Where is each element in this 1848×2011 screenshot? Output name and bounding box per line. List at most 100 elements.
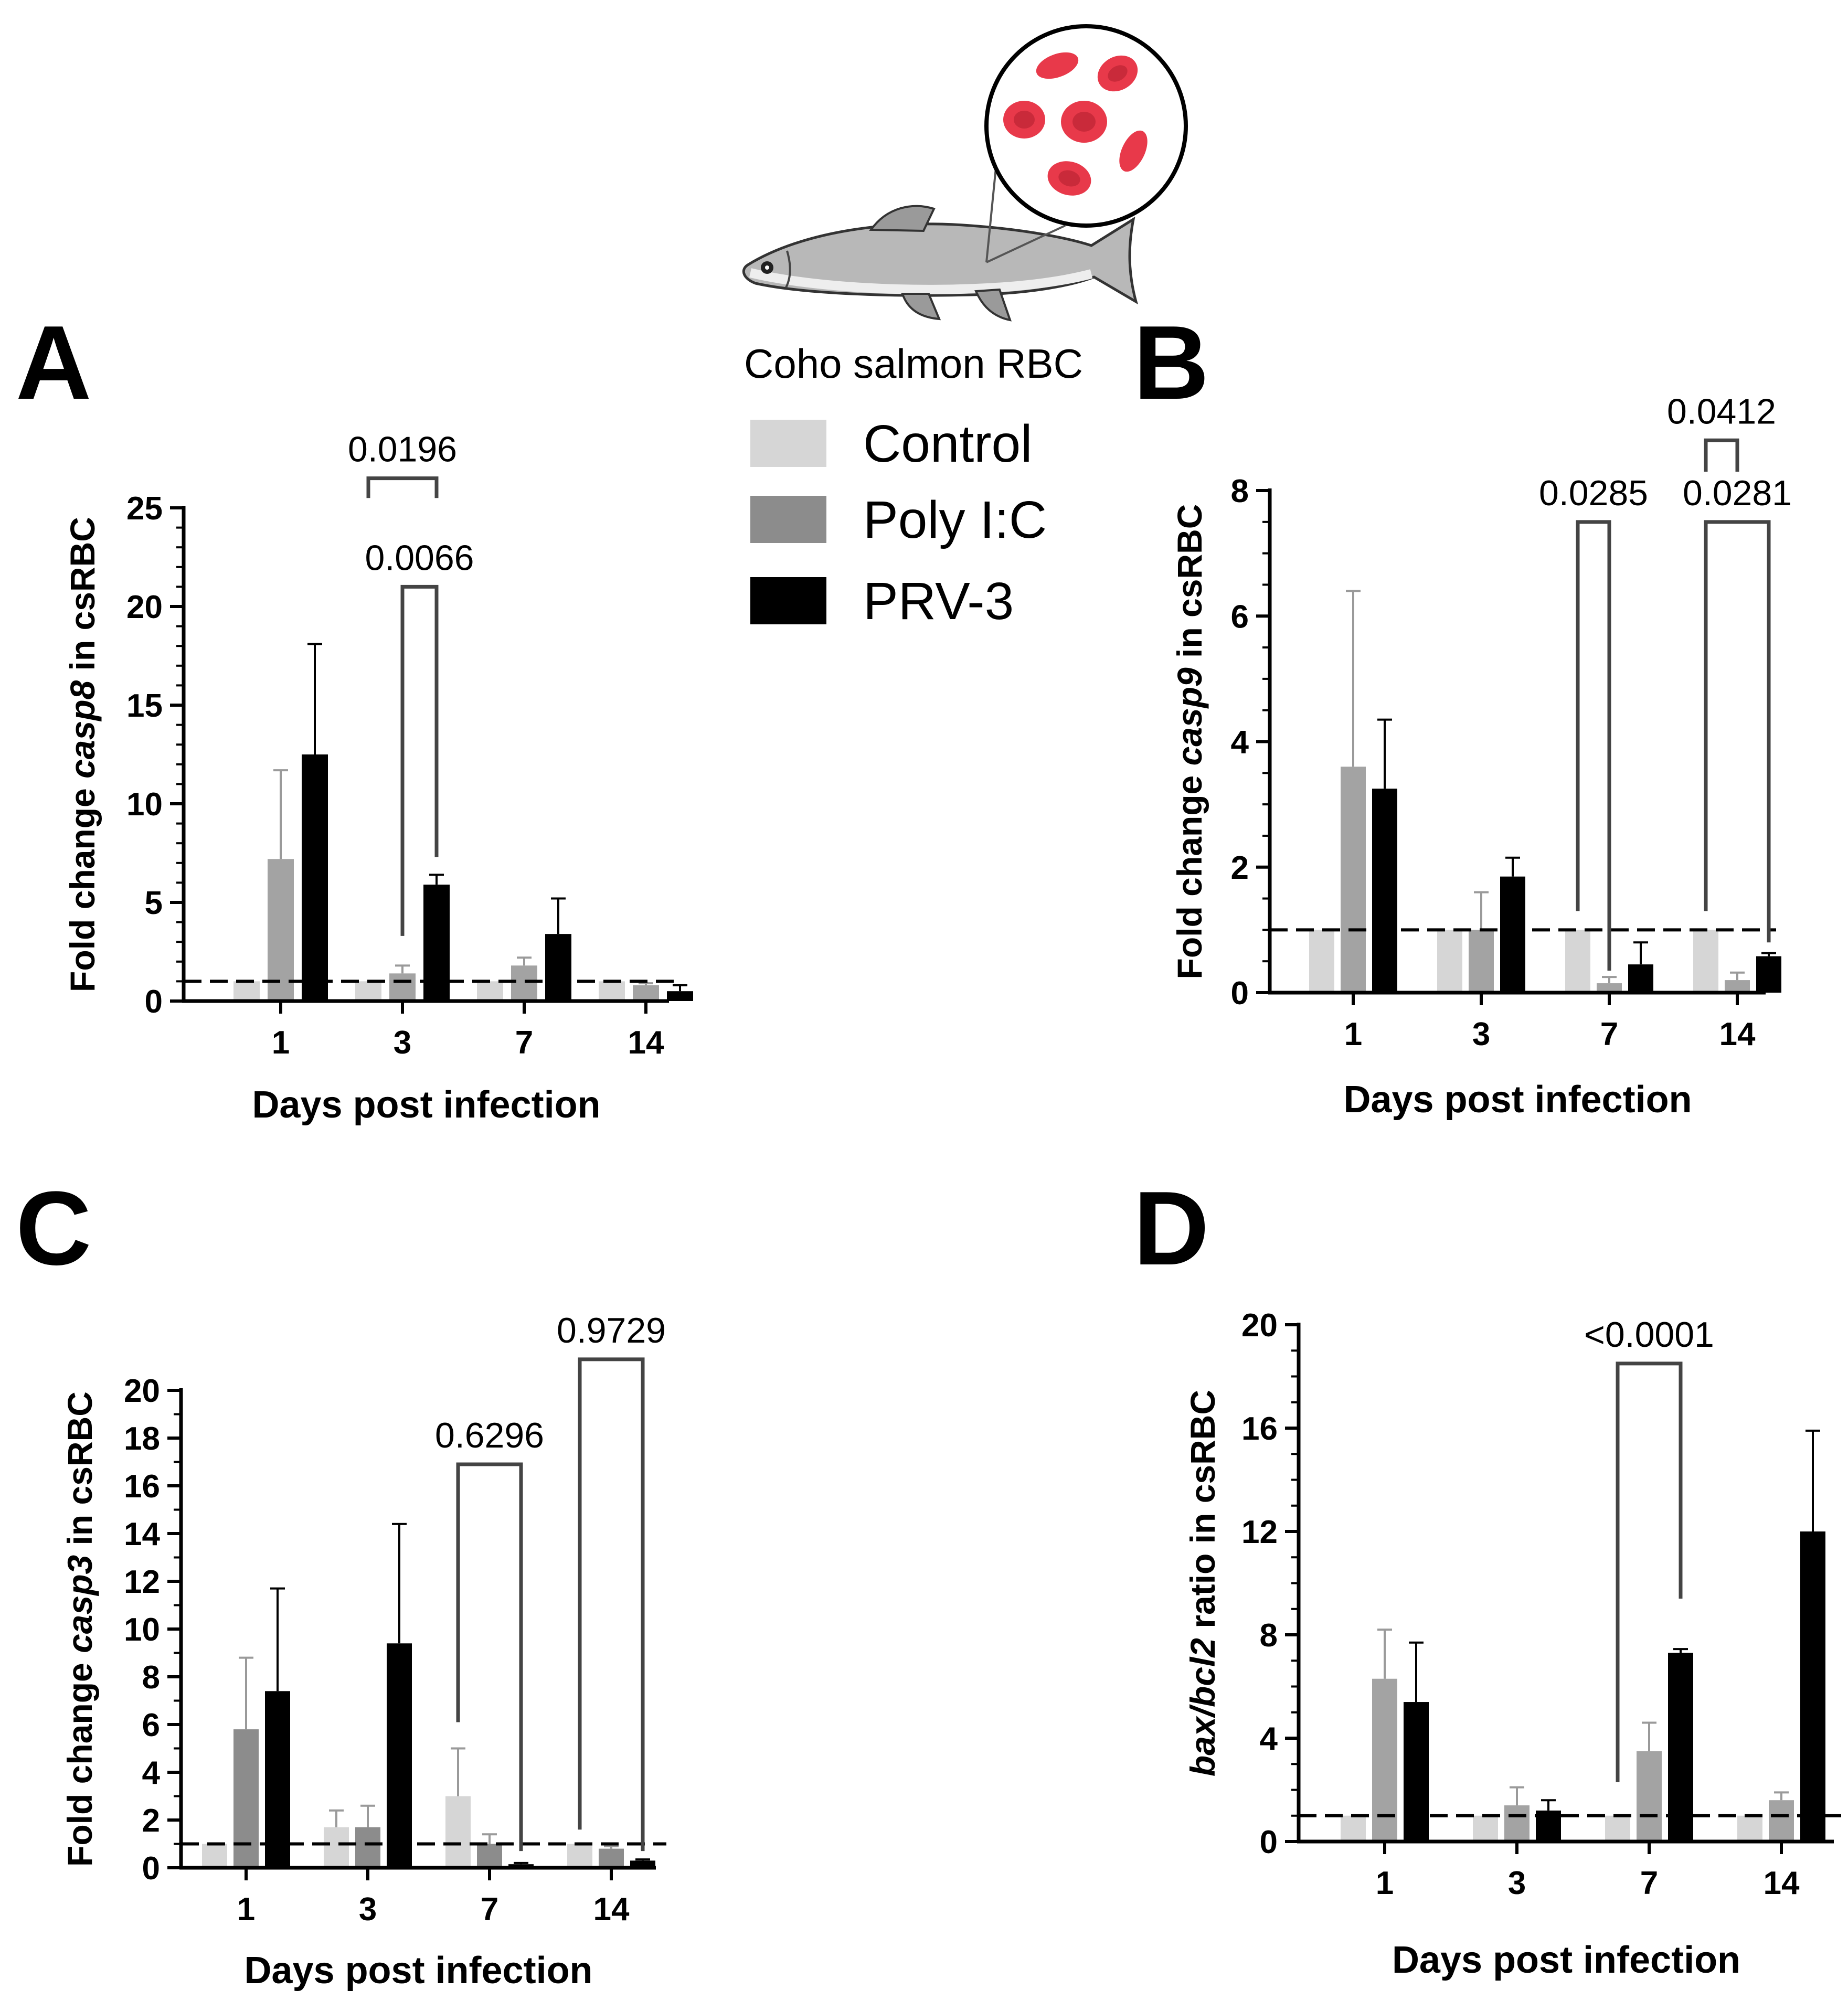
significance-bracket xyxy=(578,1357,645,1852)
panel-letter: B xyxy=(1133,304,1209,421)
bar xyxy=(1597,983,1622,993)
y-tick-label: 0 xyxy=(142,1850,160,1887)
y-tick-label: 16 xyxy=(1241,1411,1278,1447)
rbc-magnifier-icon xyxy=(984,24,1188,228)
gene-name: casp8 xyxy=(63,680,102,778)
panel-letter: C xyxy=(16,1170,91,1287)
bar xyxy=(667,991,693,1001)
bar xyxy=(1309,930,1334,993)
y-axis-label: Fold change casp9 in csRBC xyxy=(1170,504,1209,980)
bar xyxy=(1668,1653,1693,1842)
x-tick-label: 3 xyxy=(1508,1865,1526,1901)
bar xyxy=(599,981,625,1001)
y-label-part: Fold change xyxy=(1170,765,1209,979)
bar xyxy=(1341,1815,1366,1842)
p-value-label: <0.0001 xyxy=(1584,1315,1714,1355)
y-tick-label: 25 xyxy=(126,491,163,527)
x-tick-label: 1 xyxy=(237,1891,255,1928)
bar xyxy=(567,1844,592,1868)
bar xyxy=(1341,767,1366,993)
x-tick-label: 7 xyxy=(1600,1016,1618,1052)
significance-bracket xyxy=(366,476,439,498)
significance-bracket xyxy=(1704,438,1739,472)
gene-name: casp9 xyxy=(1170,667,1209,765)
x-tick-label: 3 xyxy=(1472,1016,1490,1052)
y-tick-label: 4 xyxy=(142,1755,161,1791)
y-tick-label: 15 xyxy=(126,688,163,724)
legend-swatch-prv3 xyxy=(750,577,826,624)
p-value-label: 0.9729 xyxy=(557,1311,666,1350)
bar xyxy=(445,1796,471,1868)
bar xyxy=(1725,980,1750,993)
y-tick-label: 0 xyxy=(145,984,163,1020)
y-tick-label: 10 xyxy=(124,1612,160,1648)
x-tick-label: 14 xyxy=(1719,1016,1756,1052)
bar xyxy=(545,934,571,1001)
x-tick-label: 14 xyxy=(1764,1865,1800,1901)
bar xyxy=(511,965,537,1001)
y-tick-label: 10 xyxy=(126,786,163,823)
bar xyxy=(1605,1815,1630,1842)
p-value-label: 0.0412 xyxy=(1667,391,1776,431)
y-label-part: ratio in csRBC xyxy=(1183,1390,1222,1638)
y-tick-label: 20 xyxy=(124,1373,160,1409)
y-tick-label: 4 xyxy=(1231,725,1249,761)
bar xyxy=(1628,964,1653,993)
panel-letter: A xyxy=(16,304,91,421)
significance-bracket xyxy=(1576,520,1611,971)
x-axis-label: Days post infection xyxy=(244,1950,592,1992)
illustration xyxy=(742,24,1188,322)
y-tick-label: 5 xyxy=(145,885,163,921)
bar xyxy=(633,985,659,1001)
bar xyxy=(1565,930,1590,993)
legend-label-prv3: PRV-3 xyxy=(863,572,1014,631)
significance-bracket xyxy=(1616,1361,1683,1782)
y-axis-label: Fold change casp3 in csRBC xyxy=(60,1391,99,1867)
panel-letter: D xyxy=(1133,1170,1209,1287)
legend-title: Coho salmon RBC xyxy=(744,341,1083,387)
bar xyxy=(1372,789,1397,993)
y-tick-label: 2 xyxy=(142,1803,160,1839)
y-label-part: Fold change xyxy=(60,1653,99,1867)
x-tick-label: 14 xyxy=(628,1025,664,1061)
x-tick-label: 1 xyxy=(1344,1016,1362,1052)
x-axis-label: Days post infection xyxy=(252,1084,600,1126)
bar xyxy=(1404,1702,1429,1842)
y-tick-label: 20 xyxy=(126,589,163,625)
bar xyxy=(1769,1800,1794,1842)
x-tick-label: 3 xyxy=(359,1891,377,1928)
gene-name: casp3 xyxy=(60,1555,99,1653)
bar xyxy=(477,1844,502,1868)
p-value-label: 0.6296 xyxy=(435,1416,544,1455)
bar xyxy=(1437,930,1462,993)
x-tick-label: 1 xyxy=(272,1025,290,1061)
bar xyxy=(355,981,381,1001)
y-tick-label: 8 xyxy=(142,1659,160,1696)
y-tick-label: 4 xyxy=(1260,1721,1278,1757)
y-tick-label: 0 xyxy=(1260,1824,1278,1860)
y-tick-label: 14 xyxy=(124,1516,160,1552)
y-axis-label: Fold change casp8 in csRBC xyxy=(63,517,102,992)
bar xyxy=(302,754,328,1001)
rbc-cells xyxy=(1003,52,1148,196)
x-tick-label: 7 xyxy=(481,1891,498,1928)
bar xyxy=(477,981,503,1001)
legend-label-control: Control xyxy=(863,414,1032,473)
y-tick-label: 20 xyxy=(1241,1307,1278,1344)
panel-a: A 0 5 10 15 20 25 1 3 7 14 Days post infection Fold … xyxy=(16,304,693,1126)
bar xyxy=(389,973,416,1001)
bar xyxy=(1469,930,1494,993)
y-tick-label: 8 xyxy=(1231,473,1249,509)
bar xyxy=(1756,956,1781,993)
bar xyxy=(355,1827,380,1868)
y-label-part: in csRBC xyxy=(60,1391,99,1555)
p-value-label: 0.0285 xyxy=(1539,473,1648,513)
bar xyxy=(324,1827,349,1868)
panel-d: D 0 4 8 12 16 20 1 3 7 14 Days post infection bax/bc… xyxy=(1133,1170,1844,1981)
y-tick-label: 12 xyxy=(1241,1514,1278,1550)
x-tick-label: 3 xyxy=(394,1025,411,1061)
bar xyxy=(423,885,450,1001)
legend-label-polyic: Poly I:C xyxy=(863,491,1047,549)
bar xyxy=(387,1643,412,1868)
